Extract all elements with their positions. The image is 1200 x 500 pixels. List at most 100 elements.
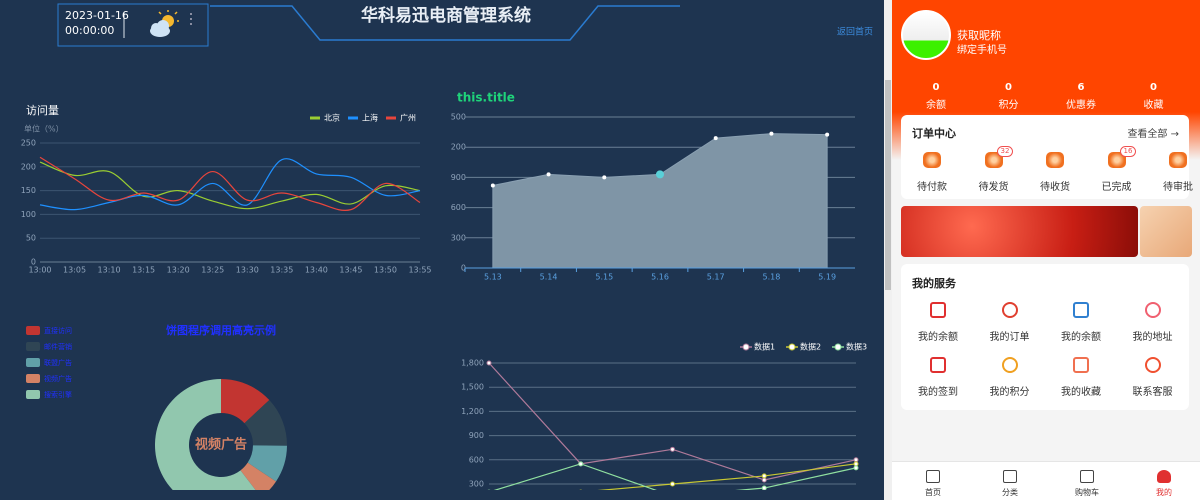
service-label[interactable]: 我的余额 [1061, 332, 1101, 343]
avatar[interactable] [901, 10, 951, 60]
service-title: 我的服务 [912, 277, 956, 290]
service-label[interactable]: 我的收藏 [1061, 387, 1101, 398]
legend-swatch [788, 343, 796, 351]
x-tick-label: 13:00 [28, 266, 51, 275]
pie [155, 379, 287, 490]
series-line [493, 463, 857, 490]
legend-label: 直接访问 [44, 326, 72, 335]
chart-title: 访问量 [26, 104, 59, 117]
x-tick-label: 13:30 [236, 266, 259, 275]
order-label[interactable]: 待发货 [978, 182, 1009, 193]
x-tick-label: 5.16 [651, 273, 669, 282]
x-tick-label: 13:45 [339, 266, 362, 275]
service-label[interactable]: 联系客服 [1132, 387, 1173, 398]
service-label[interactable]: 我的余额 [918, 332, 958, 343]
order-label[interactable]: 待收货 [1040, 182, 1070, 193]
scroll-thumb[interactable] [885, 80, 891, 290]
order-title: 订单中心 [912, 127, 956, 140]
bind-phone[interactable]: 绑定手机号 [957, 45, 1007, 56]
legend-swatch [310, 116, 320, 120]
area-fill [492, 133, 828, 269]
x-tick-label: 13:55 [408, 266, 431, 275]
order-label[interactable]: 已完成 [1101, 182, 1132, 193]
legend-label: 上海 [362, 113, 378, 123]
service-icon[interactable] [1144, 302, 1161, 318]
x-tick-label: 13:15 [132, 266, 155, 275]
legend-label: 北京 [324, 113, 340, 123]
banner[interactable] [901, 206, 1138, 257]
nav-icon[interactable] [1080, 470, 1094, 483]
legend-swatch [26, 326, 40, 335]
legend-swatch [26, 358, 40, 367]
order-label[interactable]: 待审批 [1163, 182, 1193, 193]
stat-value[interactable]: 0 [932, 82, 940, 93]
service-label[interactable]: 我的地址 [1132, 332, 1173, 343]
order-more[interactable]: 查看全部 → [1127, 129, 1179, 140]
data-point [670, 481, 675, 487]
service-icon[interactable] [1073, 302, 1089, 318]
order-icon[interactable] [1169, 152, 1187, 168]
legend-label: 数据3 [846, 342, 867, 352]
stat-label[interactable]: 收藏 [1143, 100, 1164, 111]
data-point [670, 446, 675, 452]
data-point [853, 465, 859, 471]
chart-title: this.title [457, 91, 515, 105]
service-icon[interactable] [930, 357, 946, 373]
menu-dots[interactable] [190, 13, 192, 25]
x-tick-label: 13:40 [305, 266, 328, 275]
stat-label[interactable]: 余额 [926, 100, 946, 111]
scrollbar[interactable] [884, 0, 892, 500]
y-tick-label: 300 [469, 480, 484, 489]
nav-icon[interactable] [926, 470, 940, 483]
nav-icon[interactable] [1003, 470, 1017, 483]
pie-slice [240, 462, 277, 490]
legend-swatch [742, 343, 750, 351]
pie-slice [244, 400, 287, 446]
y-tick-label: 0 [461, 264, 466, 273]
mobile-panel: 获取昵称 绑定手机号 0 余额 0 积分 6 优惠券 0 收藏 订单中心 查看全部 → 待付款… [892, 0, 1200, 500]
service-icon[interactable] [1073, 357, 1089, 373]
service-card: 我的服务 我的余额 我的订单 我的余额 我的地址我的签到 我的积分 我的收藏 联系客服 [901, 264, 1189, 410]
nav-icon[interactable] [1157, 470, 1171, 483]
x-tick-label: 13:35 [270, 266, 293, 275]
order-card: 订单中心 查看全部 → 待付款 32 待发货 待收货 16 已完成 待审批 [901, 115, 1193, 199]
order-label[interactable]: 待付款 [917, 182, 947, 193]
x-tick-label: 13:05 [63, 266, 86, 275]
x-tick-label: 13:50 [374, 266, 397, 275]
service-label[interactable]: 我的签到 [918, 387, 958, 398]
nav-label[interactable]: 购物车 [1075, 488, 1099, 497]
service-icon[interactable] [930, 302, 946, 318]
service-icon[interactable] [1001, 302, 1018, 318]
service-label[interactable]: 我的订单 [989, 332, 1030, 343]
data-point [761, 477, 767, 483]
legend-label: 数据2 [800, 342, 821, 352]
back-link[interactable]: 返回首页 [837, 26, 873, 38]
series-line [39, 158, 421, 211]
nav-label[interactable]: 分类 [1002, 488, 1018, 497]
stat-label[interactable]: 积分 [998, 100, 1019, 111]
order-icon[interactable] [984, 152, 1003, 168]
stat-label[interactable]: 优惠券 [1066, 100, 1096, 111]
nickname[interactable]: 获取昵称 [957, 29, 1001, 42]
legend-label: 数据1 [754, 342, 775, 352]
y-tick-label: 300 [451, 233, 466, 242]
clock-box [57, 3, 209, 47]
legend-label: 搜索引擎 [44, 390, 72, 399]
dashboard: 2023-01-16 00:00:00 华科易迅电商管理系统 返回首页 访问量单… [0, 0, 892, 500]
x-tick-label: 5.19 [818, 273, 836, 282]
order-icon[interactable] [923, 152, 941, 168]
banner-next[interactable] [1140, 206, 1192, 257]
order-icon[interactable] [1107, 152, 1126, 168]
service-icon[interactable] [1001, 357, 1018, 373]
service-icon[interactable] [1144, 357, 1161, 373]
stat-value[interactable]: 6 [1077, 82, 1085, 93]
nav-label[interactable]: 首页 [925, 488, 941, 497]
stat-value[interactable]: 0 [1150, 82, 1157, 93]
stat-value[interactable]: 0 [1005, 82, 1012, 93]
order-icon[interactable] [1046, 152, 1064, 168]
pie-slice [221, 379, 270, 424]
service-label[interactable]: 我的积分 [989, 387, 1030, 398]
pie-slice [247, 445, 287, 482]
nav-label[interactable]: 我的 [1156, 488, 1172, 497]
